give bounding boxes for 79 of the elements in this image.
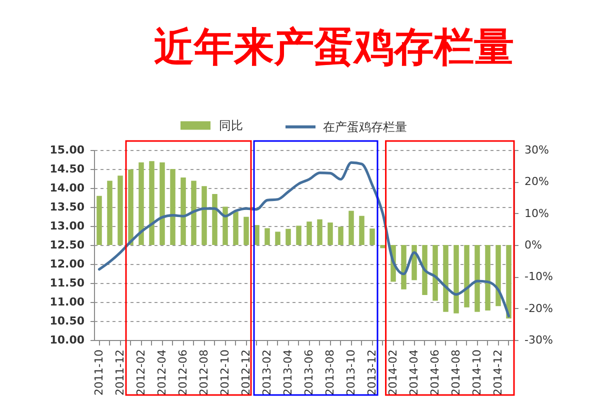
bar xyxy=(338,226,344,245)
y2-tick-label: 10% xyxy=(524,206,549,220)
bar xyxy=(485,245,490,311)
bar xyxy=(296,226,302,245)
bar xyxy=(422,245,428,296)
x-tick-label: 2012-08 xyxy=(197,350,210,396)
x-tick-label: 2013-08 xyxy=(323,350,336,396)
bar xyxy=(443,245,448,312)
x-tick-label: 2014-12 xyxy=(491,350,504,396)
x-tick-label: 2014-04 xyxy=(407,350,420,396)
bar xyxy=(317,219,322,245)
x-tick-label: 2013-04 xyxy=(281,350,294,396)
bar xyxy=(474,245,480,312)
y2-tick-label: 0% xyxy=(524,238,542,252)
bar xyxy=(264,228,270,245)
x-tick-label: 2012-06 xyxy=(176,350,190,396)
bar xyxy=(380,245,386,248)
bar xyxy=(128,169,134,245)
y-tick-label: 10.50 xyxy=(50,314,85,328)
bar xyxy=(370,228,375,245)
x-tick-label: 2012-12 xyxy=(239,350,252,396)
bar xyxy=(96,196,102,245)
x-tick-label: 2014-10 xyxy=(470,350,484,396)
bar xyxy=(506,245,512,318)
y-tick-label: 13.00 xyxy=(50,220,85,232)
bar xyxy=(202,186,207,245)
y2-tick-label: 20% xyxy=(524,175,549,188)
x-tick-label: 2013-10 xyxy=(344,350,358,396)
x-tick-label: 2012-04 xyxy=(155,350,168,396)
x-tick-label: 2014-08 xyxy=(449,350,462,396)
y-tick-label: 10.00 xyxy=(50,334,85,346)
bar xyxy=(348,210,354,245)
y-tick-label: 12.00 xyxy=(50,258,85,270)
bar xyxy=(118,176,123,245)
y2-tick-label: -30% xyxy=(524,334,553,346)
x-tick-label: 2011-10 xyxy=(92,350,106,396)
bar xyxy=(180,178,186,245)
x-tick-label: 2014-06 xyxy=(428,350,442,396)
bar xyxy=(464,245,470,308)
y-tick-label: 14.50 xyxy=(50,162,85,176)
bar xyxy=(306,222,312,245)
bar xyxy=(149,161,154,245)
bar xyxy=(222,206,228,245)
bar xyxy=(286,228,291,245)
y-tick-label: 12.50 xyxy=(50,238,85,252)
legend-label: 在产蛋鸡存栏量 xyxy=(323,120,407,134)
y-tick-label: 14.00 xyxy=(50,182,85,194)
bar xyxy=(244,216,249,245)
y2-tick-label: -20% xyxy=(524,302,553,315)
bar xyxy=(160,162,165,245)
y-tick-label: 11.00 xyxy=(50,296,85,308)
x-tick-label: 2013-06 xyxy=(302,350,316,396)
y2-tick-label: 30% xyxy=(524,144,549,156)
bar xyxy=(170,169,176,245)
chart-title: 近年来产蛋鸡存栏量 xyxy=(154,24,514,70)
x-tick-label: 2012-02 xyxy=(134,350,148,396)
y-tick-label: 13.50 xyxy=(50,200,85,214)
x-tick-label: 2013-12 xyxy=(365,350,378,396)
bar xyxy=(275,232,280,245)
x-tick-label: 2011-12 xyxy=(113,350,126,396)
bar xyxy=(496,245,501,306)
bar xyxy=(359,216,364,245)
y-tick-label: 15.00 xyxy=(50,144,85,156)
bar xyxy=(138,162,144,245)
line-series xyxy=(98,161,510,318)
bar xyxy=(191,180,196,245)
x-tick-label: 2013-02 xyxy=(260,350,274,396)
bar xyxy=(328,222,333,245)
y-tick-label: 11.50 xyxy=(50,276,85,290)
bar xyxy=(212,194,218,245)
x-tick-label: 2014-02 xyxy=(386,350,400,396)
y2-tick-label: -10% xyxy=(524,270,553,284)
bar xyxy=(107,180,112,245)
bar xyxy=(401,245,406,290)
x-tick-label: 2012-10 xyxy=(218,350,232,396)
bar xyxy=(454,245,459,314)
bar xyxy=(233,212,238,245)
bar xyxy=(432,245,438,301)
legend-label: 同比 xyxy=(219,118,243,132)
